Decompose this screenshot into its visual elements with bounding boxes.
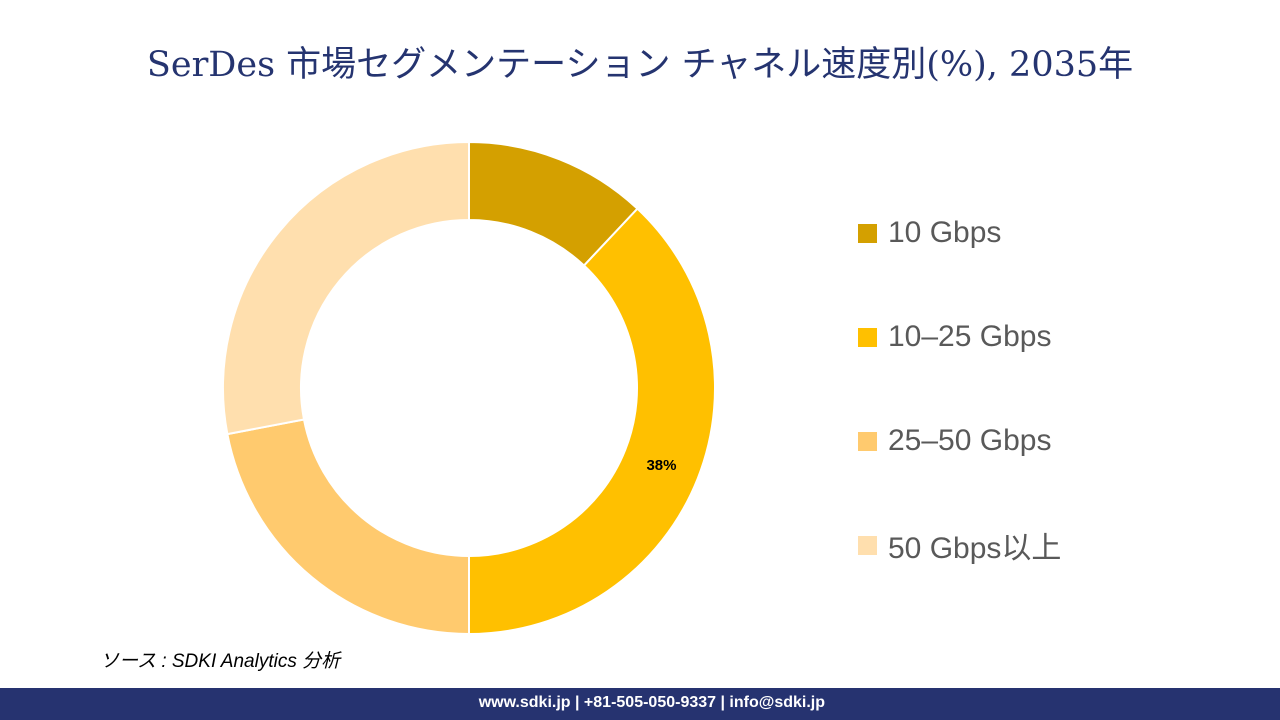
source-note: ソース : SDKI Analytics 分析: [100, 651, 341, 672]
legend-swatch: [858, 327, 877, 347]
footer-contact: www.sdki.jp | +81-505-050-9337 | info@sd…: [478, 694, 825, 711]
legend-swatch: [858, 223, 877, 243]
legend-item: 25–50 Gbps: [858, 378, 1061, 504]
chart-title: SerDes 市場セグメンテーション チャネル速度別(%), 2035年: [146, 45, 1134, 85]
donut-slice-2: [468, 207, 716, 636]
legend-item: 10 Gbps: [858, 170, 1061, 296]
donut-slice-4: [222, 140, 470, 436]
legend-label: 10–25 Gbps: [888, 320, 1052, 353]
legend-swatch: [858, 431, 877, 451]
legend: 10 Gbps 10–25 Gbps 25–50 Gbps 50 Gbps以上: [858, 170, 1061, 608]
donut-slice-3: [226, 418, 470, 636]
legend-label: 50 Gbps以上: [888, 532, 1062, 565]
legend-label: 25–50 Gbps: [888, 424, 1052, 457]
legend-item: 10–25 Gbps: [858, 274, 1061, 400]
data-label: 38%: [646, 457, 676, 474]
legend-label: 10 Gbps: [888, 216, 1002, 249]
footer-bar: www.sdki.jp | +81-505-050-9337 | info@sd…: [0, 688, 1280, 720]
legend-item: 50 Gbps以上: [858, 482, 1061, 608]
legend-swatch: [858, 535, 877, 555]
